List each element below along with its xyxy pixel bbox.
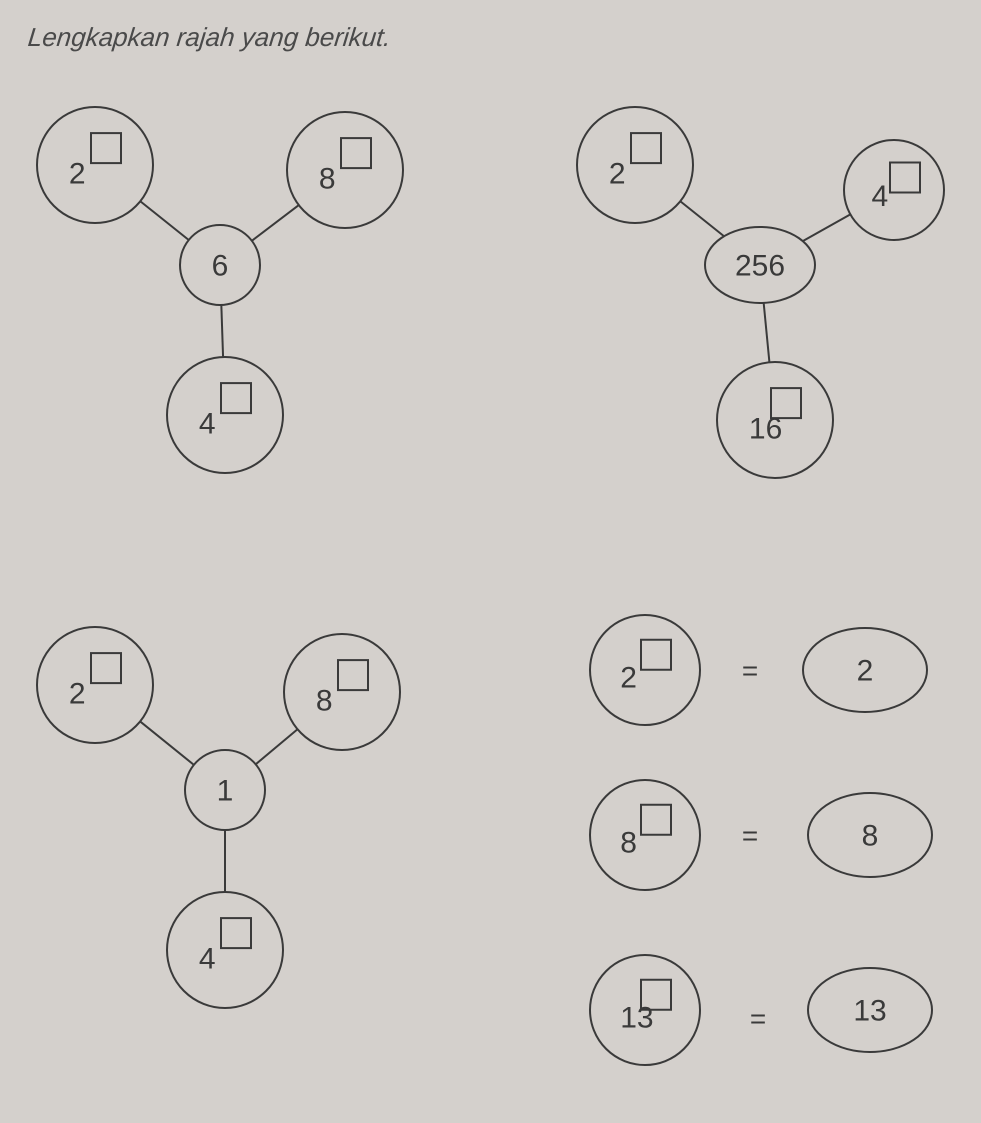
d4-row0-right-value: 2: [857, 655, 874, 688]
d1-connector-2: [221, 305, 223, 357]
d4-row2-equals: =: [750, 1003, 766, 1034]
d2-outer-1: [844, 140, 944, 240]
diagram-d1: 6 2 8 4: [0, 60, 440, 490]
d2-outer-1-exponent-box[interactable]: [890, 163, 920, 193]
d3-outer-1-base: 8: [316, 685, 333, 718]
d4-row1-left-base: 8: [620, 827, 637, 860]
d4-row2-left-base: 13: [620, 1002, 653, 1035]
d1-connector-0: [140, 201, 188, 240]
d2-outer-0-base: 2: [609, 158, 626, 191]
d3-outer-1-exponent-box[interactable]: [338, 660, 368, 690]
diagram-d4: 2 = 2 8 = 8 13 = 13: [540, 580, 980, 1100]
d1-outer-0-base: 2: [69, 158, 86, 191]
d1-outer-1: [287, 112, 403, 228]
d4-row0-left-exponent-box[interactable]: [641, 640, 671, 670]
d2-connector-0: [680, 201, 724, 236]
d3-outer-2: [167, 892, 283, 1008]
d3-outer-2-exponent-box[interactable]: [221, 918, 251, 948]
d1-outer-1-base: 8: [319, 163, 336, 196]
d1-outer-2-base: 4: [199, 408, 216, 441]
d2-connector-2: [764, 303, 770, 362]
d2-outer-2-base: 16: [749, 413, 782, 446]
d4-row1-equals: =: [742, 820, 758, 851]
d1-outer-0: [37, 107, 153, 223]
worksheet-page: Lengkapkan rajah yang berikut. 6 2 8 4 256 2 4…: [0, 0, 981, 1123]
d2-outer-0-exponent-box[interactable]: [631, 133, 661, 163]
d4-row2-right-value: 13: [853, 995, 886, 1028]
d2-connector-1: [803, 214, 851, 241]
d1-outer-2-exponent-box[interactable]: [221, 383, 251, 413]
diagram-d3: 1284: [0, 580, 440, 1040]
d3-outer-0: [37, 627, 153, 743]
d4-row1-right-value: 8: [862, 820, 879, 853]
diagram-d2: 256 2 4 16: [540, 60, 980, 490]
d4-row0-left-base: 2: [620, 662, 637, 695]
d3-outer-1: [284, 634, 400, 750]
d1-outer-1-exponent-box[interactable]: [341, 138, 371, 168]
d2-center-label: 256: [735, 250, 785, 283]
instruction-text: Lengkapkan rajah yang berikut.: [26, 22, 392, 53]
d4-row1-left-exponent-box[interactable]: [641, 805, 671, 835]
d3-center-label: 1: [217, 775, 234, 808]
d3-connector-1: [256, 729, 298, 764]
d1-outer-0-exponent-box[interactable]: [91, 133, 121, 163]
d3-outer-0-base: 2: [69, 678, 86, 711]
d1-outer-2: [167, 357, 283, 473]
d2-outer-0: [577, 107, 693, 223]
d2-outer-1-base: 4: [872, 180, 889, 213]
d3-outer-2-base: 4: [199, 943, 216, 976]
d1-center-label: 6: [212, 250, 229, 283]
d3-connector-0: [140, 721, 194, 764]
d1-connector-1: [252, 205, 299, 241]
d3-outer-0-exponent-box[interactable]: [91, 653, 121, 683]
d4-row0-equals: =: [742, 655, 758, 686]
